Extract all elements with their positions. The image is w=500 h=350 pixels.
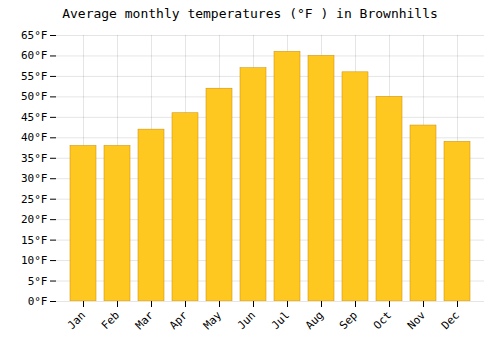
- svg-text:Oct: Oct: [371, 309, 394, 332]
- svg-text:Jan: Jan: [65, 309, 88, 332]
- svg-text:Apr: Apr: [167, 308, 191, 332]
- svg-text:0°F: 0°F: [28, 295, 48, 308]
- svg-text:15°F: 15°F: [21, 234, 48, 247]
- svg-text:25°F: 25°F: [21, 193, 48, 206]
- svg-text:60°F: 60°F: [21, 49, 48, 62]
- svg-text:Mar: Mar: [133, 308, 157, 332]
- svg-text:May: May: [201, 308, 225, 332]
- html-text:Average monthly temperatures (: Average monthly temperatures (°F ) in Br…: [62, 6, 438, 21]
- svg-text:20°F: 20°F: [21, 213, 48, 226]
- svg-text:Feb: Feb: [99, 309, 122, 332]
- svg-text:Sep: Sep: [337, 309, 360, 332]
- svg-text:35°F: 35°F: [21, 152, 48, 165]
- svg-text:10°F: 10°F: [21, 254, 48, 267]
- svg-text:Aug: Aug: [303, 309, 326, 332]
- svg-text:Jun: Jun: [235, 309, 258, 332]
- svg-text:Dec: Dec: [439, 309, 462, 332]
- svg-text:40°F: 40°F: [21, 131, 48, 144]
- svg-text:Jul: Jul: [269, 309, 292, 332]
- svg-text:Nov: Nov: [405, 308, 429, 332]
- svg-text:45°F: 45°F: [21, 111, 48, 124]
- svg-text:65°F: 65°F: [21, 29, 48, 42]
- svg-text:5°F: 5°F: [28, 275, 48, 288]
- svg-text:50°F: 50°F: [21, 90, 48, 103]
- svg-text:30°F: 30°F: [21, 172, 48, 185]
- svg-text:55°F: 55°F: [21, 70, 48, 83]
